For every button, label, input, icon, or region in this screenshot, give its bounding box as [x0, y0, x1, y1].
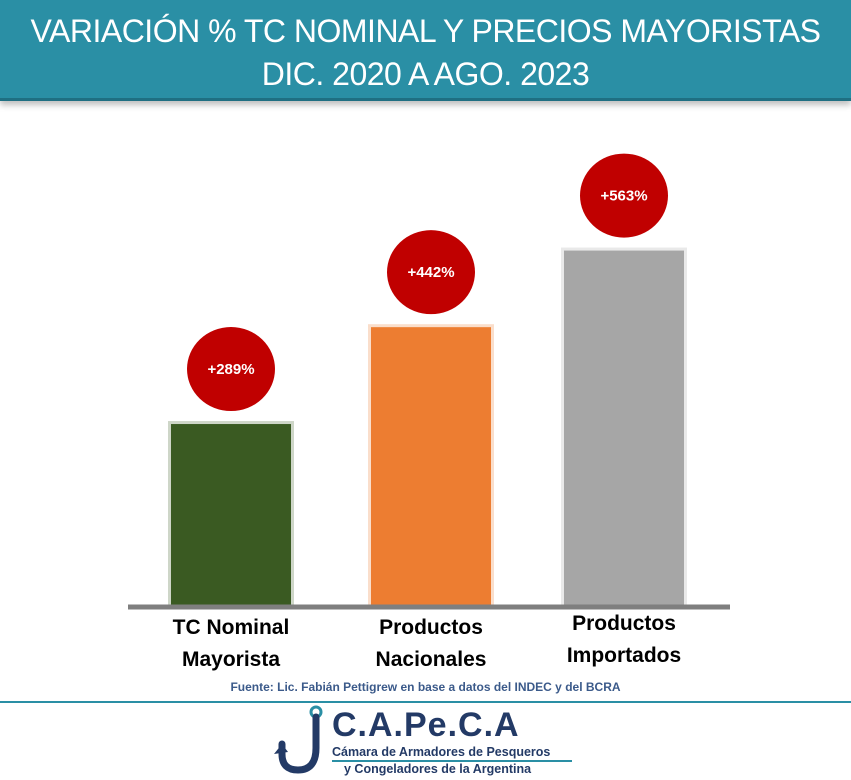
category-label-1-line-1: TC Nominal	[173, 616, 290, 639]
logo-subtitle-2: y Congeladores de la Argentina	[344, 762, 532, 776]
bar-2	[371, 327, 491, 607]
chart-subtitle: DIC. 2020 A AGO. 2023	[261, 56, 590, 92]
header-banner: VARIACIÓN % TC NOMINAL Y PRECIOS MAYORIS…	[0, 0, 851, 101]
data-label-badge-2	[387, 230, 475, 315]
data-label-1: +289%	[207, 361, 254, 378]
data-label-3: +563%	[600, 188, 647, 205]
data-label-badge-3	[580, 153, 668, 238]
data-label-2: +442%	[407, 264, 454, 281]
category-label-2-line-1: Productos	[379, 616, 483, 639]
chart-title: VARIACIÓN % TC NOMINAL Y PRECIOS MAYORIS…	[30, 13, 821, 49]
bar-chart: +289% +442% +563% TC Nominal Mayorista Produ…	[128, 153, 730, 671]
logo-subtitle-1: Cámara de Armadores de Pesqueros	[332, 745, 551, 759]
category-label-1-line-2: Mayorista	[182, 648, 280, 671]
category-label-3-line-2: Importados	[567, 644, 681, 667]
source-note: Fuente: Lic. Fabián Pettigrew en base a …	[230, 680, 621, 694]
capeca-logo: C.A.Pe.C.A Cámara de Armadores de Pesque…	[270, 704, 600, 778]
logo-name: C.A.Pe.C.A	[332, 706, 520, 744]
bar-1	[171, 424, 291, 607]
footer-divider	[0, 701, 851, 703]
data-label-badge-1	[187, 327, 275, 412]
logo-underline	[332, 760, 572, 762]
fish-hook-icon	[274, 705, 323, 774]
category-label-3-line-1: Productos	[572, 612, 676, 635]
category-label-2-line-2: Nacionales	[376, 648, 487, 671]
bar-3	[564, 250, 684, 607]
